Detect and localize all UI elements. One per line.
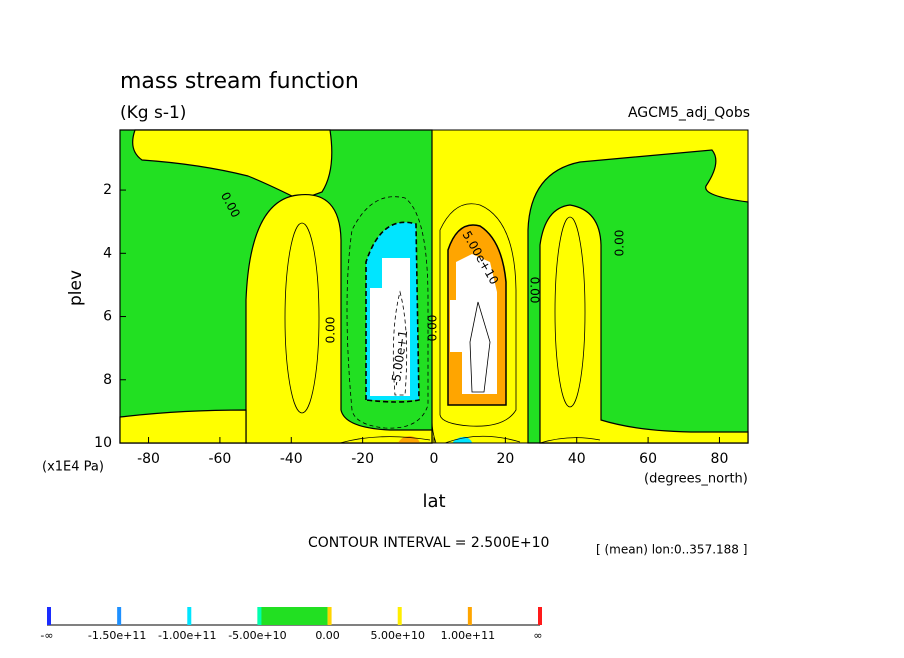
x-tick-label: -40 (280, 451, 303, 467)
contour-label: 0.00 (613, 230, 627, 257)
x-tick-label: -60 (208, 451, 231, 467)
contour-line (284, 222, 320, 414)
colorbar-swatch (47, 607, 51, 625)
colorbar-swatch (397, 607, 402, 625)
colorbar-label: 0.00 (315, 629, 340, 642)
contour-label: 0.00 (528, 277, 542, 304)
chart-title: mass stream function (120, 69, 359, 94)
colorbar-label: ∞ (533, 629, 542, 642)
x-tick-label: 0 (430, 451, 439, 467)
y-tick-label: 4 (103, 245, 112, 261)
x-axis-label: lat (422, 491, 445, 512)
y-axis-label: plev (66, 270, 86, 306)
contour-line (439, 203, 517, 427)
y-tick-label: 6 (103, 309, 112, 325)
region (452, 436, 472, 443)
contour-line (554, 216, 586, 408)
colorbar-label: 5.00e+10 (370, 629, 424, 642)
region (119, 409, 247, 444)
contour-line (469, 301, 491, 393)
colorbar-swatch (467, 607, 472, 625)
colorbar-label: -∞ (40, 629, 53, 642)
contour-field (119, 129, 749, 444)
x-tick-label: 20 (496, 451, 514, 467)
colorbar-swatch (117, 607, 122, 625)
colorbar-label: -1.50e+11 (88, 629, 146, 642)
contour-label: 0.00 (324, 317, 338, 344)
x-tick-label: -20 (351, 451, 374, 467)
x-tick-label: -80 (137, 451, 160, 467)
y-tick-label: 10 (94, 435, 112, 451)
colorbar-swatch (538, 607, 542, 625)
x-tick-label: 60 (639, 451, 657, 467)
colorbar-swatch (327, 607, 332, 625)
colorbar-fill (257, 607, 328, 625)
contour-interval: CONTOUR INTERVAL = 2.500E+10 (308, 535, 549, 551)
contour-line (431, 130, 437, 444)
region-note: [ (mean) lon:0..357.188 ] (596, 543, 747, 557)
colorbar-label: -5.00e+10 (228, 629, 286, 642)
contour-label: 0.00 (426, 315, 440, 342)
colorbar-swatch (187, 607, 192, 625)
contour-line (339, 435, 601, 444)
region (132, 129, 333, 201)
colorbar-swatch (257, 607, 262, 625)
colorbar-label: -1.00e+11 (158, 629, 216, 642)
region (539, 204, 749, 444)
x-units: (degrees_north) (644, 472, 748, 487)
region (245, 193, 433, 444)
y-tick-label: 8 (103, 372, 112, 388)
x-tick-label: 80 (711, 451, 729, 467)
contour-line (346, 196, 429, 429)
y-units: (x1E4 Pa) (42, 460, 104, 475)
y-tick-label: 2 (103, 182, 112, 198)
contour-line (392, 290, 408, 396)
contour-line (447, 224, 507, 406)
x-tick-label: 40 (568, 451, 586, 467)
subtitle: (Kg s-1) (120, 103, 186, 123)
contour-line (365, 221, 420, 403)
colorbar-label: 1.00e+11 (441, 629, 495, 642)
dataset-label: AGCM5_adj_Qobs (628, 105, 750, 121)
